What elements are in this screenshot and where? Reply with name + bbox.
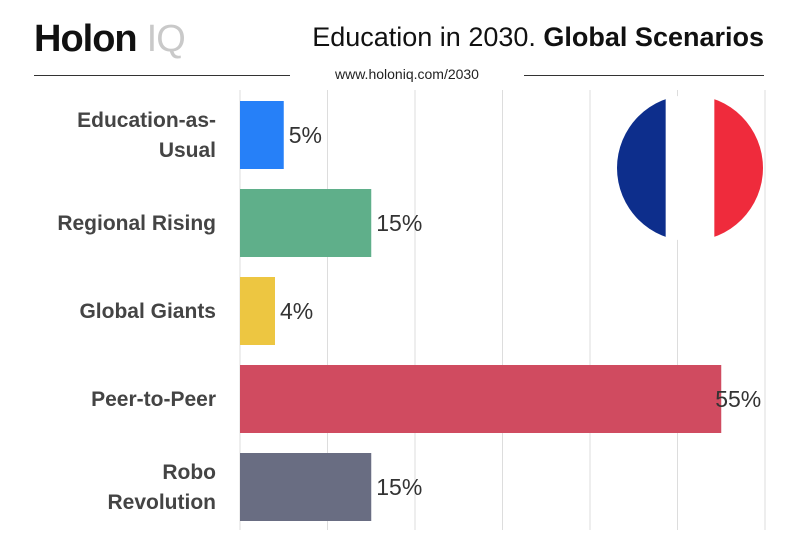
bar [240, 101, 284, 169]
chart-bars [240, 101, 722, 521]
category-label: Regional Rising [57, 212, 216, 235]
value-label: 5% [289, 122, 322, 148]
france-flag-icon [617, 95, 763, 241]
category-label-line: Revolution [108, 491, 217, 514]
header-divider-right [524, 75, 764, 76]
category-label-line: Robo [162, 461, 216, 484]
bar [240, 277, 275, 345]
chart-value-labels: 5% 15% 4% 55% 15% [280, 122, 761, 500]
category-label-line: Peer-to-Peer [91, 388, 216, 411]
category-label-line: Usual [159, 139, 216, 162]
category-label-line: Global Giants [79, 300, 216, 323]
flag-stripe [714, 95, 763, 241]
value-label: 55% [715, 386, 761, 412]
flag-stripe [617, 95, 667, 241]
category-label: Global Giants [79, 300, 216, 323]
title-bold: Global Scenarios [543, 22, 764, 52]
category-label: Robo Revolution [108, 461, 217, 514]
page-title: Education in 2030. Global Scenarios [312, 22, 764, 53]
logo-holon-text: Holon [34, 18, 138, 60]
bar [240, 189, 372, 257]
value-label: 15% [376, 474, 422, 500]
category-label-line: Education-as- [77, 109, 216, 132]
category-label: Peer-to-Peer [91, 388, 216, 411]
source-url: www.holoniq.com/2030 [335, 66, 479, 82]
logo-iq-text: IQ [146, 18, 186, 60]
category-label: Education-as- Usual [77, 109, 216, 162]
flag-stripe [665, 95, 715, 241]
value-label: 4% [280, 298, 313, 324]
header-divider-left [34, 75, 290, 76]
value-label: 15% [376, 210, 422, 236]
chart-category-labels: Education-as- Usual Regional Rising Global … [57, 109, 216, 514]
category-label-line: Regional Rising [57, 212, 216, 235]
bar [240, 365, 722, 433]
holoniq-logo: Holon IQ [34, 18, 186, 62]
title-regular: Education in 2030. [312, 22, 536, 52]
bar [240, 453, 372, 521]
